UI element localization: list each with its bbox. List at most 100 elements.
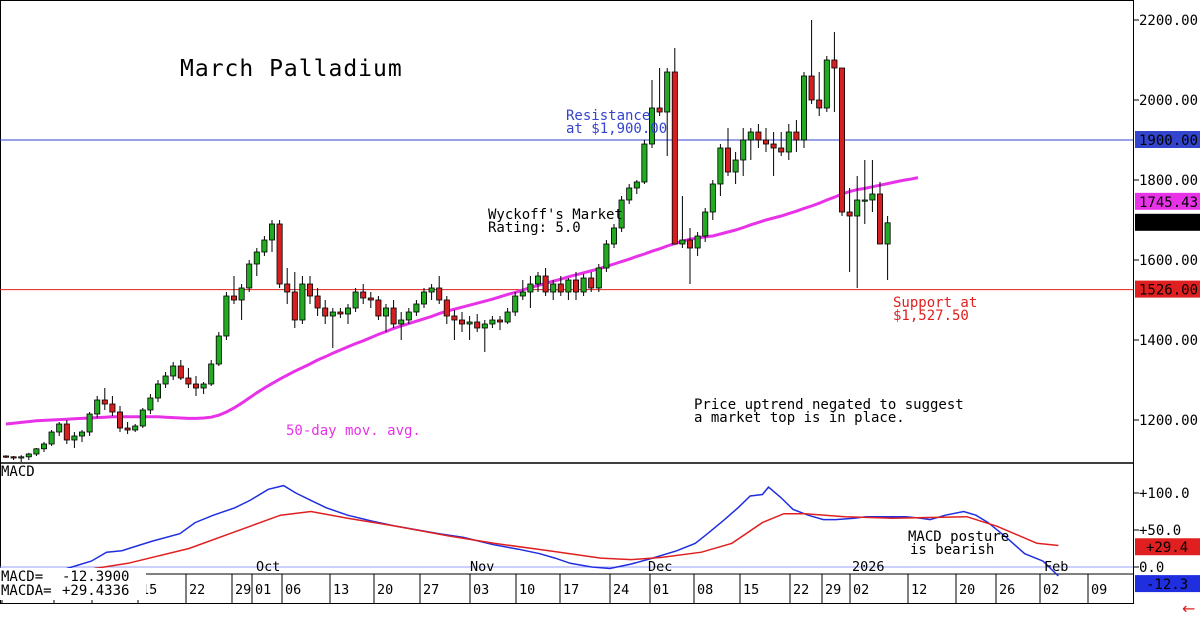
- date-label: 02: [1043, 582, 1059, 598]
- rating-label-1: Wyckoff's Market: [488, 207, 623, 223]
- date-label: 26: [999, 582, 1015, 598]
- candle-body: [633, 181, 640, 189]
- candle-body: [337, 311, 344, 315]
- candle-body: [664, 71, 671, 113]
- candle-body: [147, 397, 154, 411]
- candle-body: [763, 139, 770, 145]
- candle-body: [101, 399, 108, 405]
- candle-body: [717, 147, 724, 185]
- date-label: 02: [853, 582, 869, 598]
- macd-tag-label: +29.4: [1146, 540, 1188, 556]
- candle-body: [808, 75, 815, 101]
- candle-body: [360, 291, 367, 299]
- candle-body: [268, 223, 275, 241]
- candle-body: [33, 448, 40, 455]
- candle-body: [246, 263, 253, 289]
- candle-body: [230, 295, 237, 301]
- candle-body: [314, 295, 321, 309]
- candle-body: [132, 425, 139, 431]
- candle-body: [322, 307, 329, 317]
- date-label: 24: [613, 582, 629, 598]
- candle-body: [527, 283, 534, 293]
- macd-readout-label: MACD=: [1, 569, 43, 585]
- candle-body: [86, 413, 93, 433]
- comment-label-2: a market top is in place.: [694, 410, 905, 426]
- month-label: Dec: [648, 559, 672, 575]
- candle-body: [801, 75, 808, 141]
- candle-body: [595, 267, 602, 289]
- y-tick-label: 2200.00: [1139, 13, 1198, 29]
- candle-body: [580, 277, 587, 293]
- candle-body: [542, 275, 549, 293]
- macd-posture-1: MACD posture: [908, 529, 1009, 545]
- candle-body: [641, 143, 648, 183]
- macd-tag: [1135, 538, 1200, 556]
- date-label: 01: [255, 582, 271, 598]
- ma-label: 50-day mov. avg.: [286, 423, 421, 439]
- candle-body: [420, 291, 427, 305]
- candle-body: [451, 315, 458, 321]
- candle-body: [831, 59, 838, 69]
- ma-last-tag-label: 1745.43: [1139, 195, 1198, 211]
- candle-body: [390, 307, 397, 325]
- candle-body: [816, 99, 823, 109]
- candle-body: [649, 107, 656, 145]
- candle-body: [215, 335, 222, 365]
- left-arrow-icon[interactable]: ←: [1182, 599, 1195, 618]
- date-label: 22: [189, 582, 205, 598]
- readout-box: [0, 568, 146, 600]
- candle-body: [854, 199, 861, 217]
- macd-panel-title: MACD: [1, 464, 35, 480]
- date-label: 06: [285, 582, 301, 598]
- macd-series-line: [5, 484, 1059, 585]
- y-tick-label: 1200.00: [1139, 413, 1198, 429]
- support-tag-label: 1526.00: [1139, 283, 1198, 299]
- date-label: 13: [333, 582, 349, 598]
- candle-body: [344, 307, 351, 315]
- candle-body: [618, 199, 625, 229]
- date-label: 08: [697, 582, 713, 598]
- y-axis: 2200.00 2000.00 1800.00 1600.00 1400.00 1200.…: [1133, 13, 1200, 593]
- candle-body: [117, 411, 124, 429]
- candle-body: [550, 283, 557, 293]
- candle-body: [41, 443, 48, 450]
- candle-body: [18, 456, 25, 459]
- candle-body: [740, 139, 747, 161]
- candle-body: [71, 435, 78, 441]
- candle-body: [489, 319, 496, 325]
- candle-body: [306, 283, 313, 297]
- candle-body: [10, 456, 17, 459]
- candle-body: [238, 287, 245, 301]
- chart-title: March Palladium: [180, 56, 403, 82]
- date-label: 01: [653, 582, 669, 598]
- resistance-label-1: Resistance: [566, 108, 650, 124]
- candle-body: [443, 299, 450, 317]
- candle-body: [877, 193, 884, 245]
- candle-body: [154, 383, 161, 399]
- moving-average: [5, 176, 919, 426]
- candle-body: [109, 403, 116, 413]
- candle-body: [139, 409, 146, 427]
- date-label: 29: [235, 582, 251, 598]
- candle-body: [405, 311, 412, 321]
- candle-body: [702, 211, 709, 237]
- candle-body: [603, 243, 610, 269]
- candle-body: [466, 321, 473, 325]
- month-label: 2026: [852, 559, 885, 575]
- candle-body: [519, 291, 526, 297]
- candle-body: [428, 287, 435, 293]
- date-label: 29: [825, 582, 841, 598]
- rating-label-2: Rating: 5.0: [488, 220, 581, 236]
- macd-y-tick-label: +100.0: [1139, 486, 1190, 502]
- candle-body: [375, 299, 382, 317]
- candle-body: [557, 283, 564, 293]
- resistance-tag: [1135, 131, 1200, 148]
- candle-body: [747, 131, 754, 141]
- candle-body: [162, 375, 169, 385]
- candle-body: [276, 223, 283, 285]
- candle-body: [185, 377, 192, 385]
- candle-body: [56, 423, 63, 433]
- candle-body: [398, 319, 405, 325]
- candles: [3, 20, 891, 462]
